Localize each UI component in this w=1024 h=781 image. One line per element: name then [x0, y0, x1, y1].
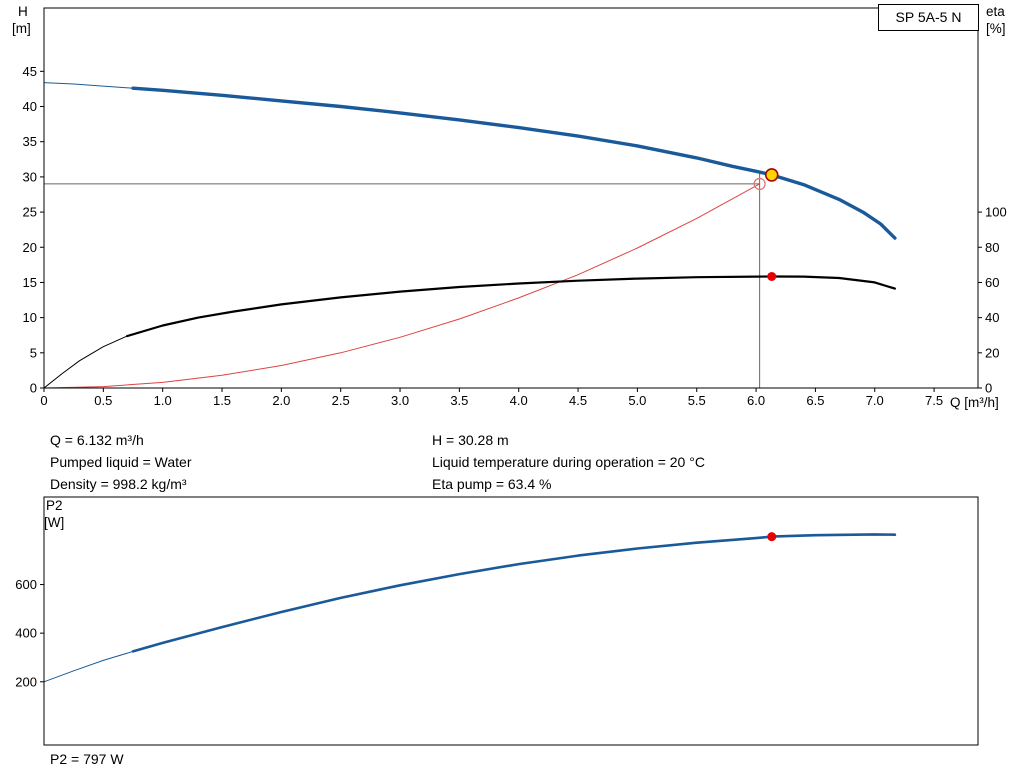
y-left-tick-label: 200 — [15, 674, 37, 689]
pump-head-curve-thin-start — [43, 82, 134, 89]
y-axis-right-label-unit: [%] — [986, 21, 1006, 36]
x-tick-label: 5.0 — [628, 393, 646, 408]
y-left-tick-label: 15 — [23, 275, 37, 290]
y-right-tick-label: 40 — [985, 310, 999, 325]
x-tick-label: 7.5 — [925, 393, 943, 408]
y-axis-left-label-unit: [m] — [12, 21, 31, 36]
x-tick-label: 2.0 — [272, 393, 290, 408]
info-p2: P2 = 797 W — [50, 751, 124, 767]
x-tick-label: 1.0 — [154, 393, 172, 408]
y-left-tick-label: 600 — [15, 577, 37, 592]
info-density: Density = 998.2 kg/m³ — [50, 476, 187, 492]
y-right-tick-label: 60 — [985, 275, 999, 290]
y-right-tick-label: 20 — [985, 345, 999, 360]
y-right-tick-label: 100 — [985, 205, 1007, 220]
y-left-tick-label: 20 — [23, 240, 37, 255]
info-flow: Q = 6.132 m³/h — [50, 432, 144, 448]
x-tick-label: 6.5 — [806, 393, 824, 408]
y-axis-right-label-symbol: eta — [986, 4, 1005, 19]
y-left-tick-label: 5 — [30, 345, 37, 360]
info-eta-pump: Eta pump = 63.4 % — [432, 476, 552, 492]
plot-border — [43, 7, 979, 389]
p2-axis-label-symbol: P2 — [46, 498, 63, 513]
info-head: H = 30.28 m — [432, 432, 509, 448]
x-axis-label: Q [m³/h] — [950, 395, 999, 410]
y-left-tick-label: 45 — [23, 64, 37, 79]
pump-type-title-box: SP 5A-5 N — [878, 4, 979, 31]
x-tick-label: 6.0 — [747, 393, 765, 408]
y-left-tick-label: 30 — [23, 169, 37, 184]
x-tick-label: 2.5 — [332, 393, 350, 408]
p2-axis-label-unit: [W] — [44, 515, 65, 530]
info-pumped-liquid: Pumped liquid = Water — [50, 454, 192, 470]
x-tick-label: 7.0 — [866, 393, 884, 408]
x-tick-label: 4.0 — [510, 393, 528, 408]
y-left-tick-label: 0 — [30, 381, 37, 396]
info-liquid-temperature: Liquid temperature during operation = 20… — [432, 454, 705, 470]
x-tick-label: 3.5 — [450, 393, 468, 408]
y-left-tick-label: 10 — [23, 310, 37, 325]
plot-border — [43, 496, 979, 746]
qh-eta-chart[interactable]: 0 0.5 1.0 1.5 2.0 2.5 3.0 3.5 4.0 4.5 5.0 5.5 6.0 6.5… — [0, 0, 1024, 420]
p2-curve-thin-start — [43, 650, 134, 683]
p2-power-chart[interactable]: 200 400 600 — [0, 490, 1024, 781]
y-left-tick-label: 400 — [15, 626, 37, 641]
duty-point-marker — [764, 168, 779, 182]
x-tick-label: 4.5 — [569, 393, 587, 408]
y-right-tick-label: 0 — [985, 381, 992, 396]
eta-point-marker — [767, 271, 777, 281]
x-tick-label: 0 — [40, 393, 47, 408]
eta-curve — [125, 275, 897, 338]
x-tick-label: 5.5 — [688, 393, 706, 408]
p2-curve — [131, 533, 897, 653]
p2-point-marker — [767, 532, 777, 542]
x-tick-label: 0.5 — [94, 393, 112, 408]
requested-point-marker — [753, 177, 766, 191]
x-tick-label: 3.0 — [391, 393, 409, 408]
pump-head-curve — [131, 86, 897, 240]
y-right-tick-label: 80 — [985, 240, 999, 255]
y-left-tick-label: 35 — [23, 134, 37, 149]
y-left-tick-label: 40 — [23, 99, 37, 114]
system-curve — [43, 183, 760, 389]
y-left-tick-label: 25 — [23, 205, 37, 220]
x-tick-label: 1.5 — [213, 393, 231, 408]
eta-curve-thin-start — [43, 335, 128, 389]
y-axis-left-label-symbol: H — [18, 4, 28, 19]
